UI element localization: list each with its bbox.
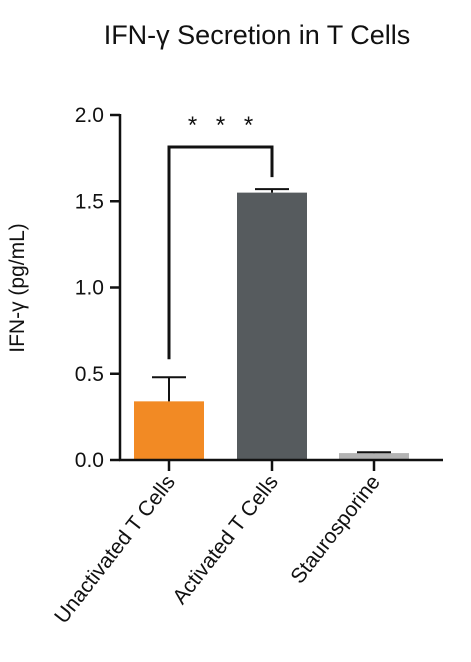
bar-1 [134, 401, 204, 460]
y-axis-label: IFN-γ (pg/mL) [6, 223, 29, 353]
chart-title: IFN-γ Secretion in T Cells [104, 20, 411, 50]
x-tick-label-2: Activated T Cells [168, 471, 283, 609]
y-tick-label-4: 1.5 [75, 190, 104, 213]
y-tick-label-5: 2.0 [75, 104, 104, 127]
bar-3 [339, 453, 409, 460]
y-tick-label-1: 0.0 [75, 449, 104, 472]
significance-bracket [167, 145, 274, 360]
y-tick-label-3: 1.0 [75, 277, 104, 300]
significance-group: * * * [167, 112, 274, 360]
y-tick-label-2: 0.5 [75, 363, 104, 386]
x-tick-label-3: Staurosporine [286, 471, 385, 588]
bars-group [134, 192, 409, 460]
y-ticks-group: 0.0 0.5 1.0 1.5 2.0 [75, 104, 120, 472]
error-bars-group [152, 188, 391, 454]
significance-label: * * * [188, 112, 259, 139]
x-tick-label-1: Unactivated T Cells [50, 471, 180, 628]
bar-2 [237, 192, 307, 460]
